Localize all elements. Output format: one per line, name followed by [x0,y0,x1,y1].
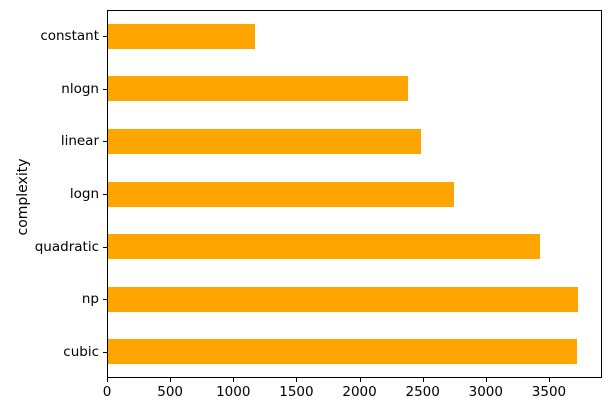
x-tick-label-3000: 3000 [468,384,503,400]
x-tick-label-3500: 3500 [531,384,567,400]
bar-logn [108,181,455,207]
x-tick-label-1500: 1500 [279,384,314,400]
x-tick-label-2000: 2000 [342,384,377,400]
y-tick-mark [103,351,107,353]
bar-linear [108,128,422,154]
y-tick-label-linear: linear [60,133,99,150]
y-tick-label-np: np [81,291,99,308]
bar-nlogn [108,76,408,102]
x-tick-label-500: 500 [157,384,184,400]
x-tick-mark [359,378,361,382]
y-tick-label-constant: constant [40,28,99,45]
x-tick-mark [107,378,108,382]
y-tick-label-cubic: cubic [63,343,99,360]
bar-np [108,286,578,312]
bar-quadratic [108,234,541,260]
y-tick-mark [103,299,107,301]
y-tick-mark [103,36,107,38]
x-tick-mark [296,378,298,382]
x-tick-mark [233,378,235,382]
y-tick-mark [103,88,107,90]
bar-cubic [108,339,577,365]
y-tick-mark [103,194,107,195]
y-tick-mark [103,246,107,248]
x-tick-label-1000: 1000 [216,384,251,400]
x-tick-label-2500: 2500 [405,384,440,400]
y-tick-label-nlogn: nlogn [61,80,99,97]
y-tick-label-quadratic: quadratic [34,238,99,255]
x-tick-mark [485,378,487,382]
x-tick-mark [422,378,424,382]
bar-constant [108,23,255,49]
y-tick-mark [103,141,107,143]
x-tick-label-0: 0 [102,384,112,400]
y-tick-label-logn: logn [69,186,99,202]
x-tick-mark [548,378,550,382]
x-tick-mark [170,378,172,382]
